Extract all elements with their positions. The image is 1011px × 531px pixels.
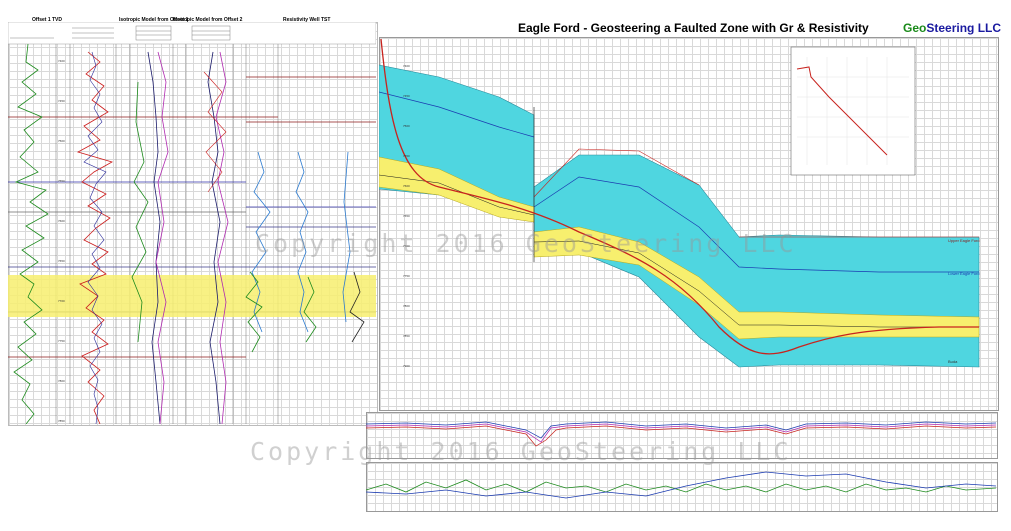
svg-text:7450: 7450 [58, 99, 65, 103]
bottom-strip-1 [366, 412, 998, 459]
track-title-model2: Isotropic Model from Offset 2 [173, 17, 243, 23]
svg-text:7700: 7700 [58, 299, 65, 303]
svg-text:7500: 7500 [403, 124, 410, 128]
svg-text:7800: 7800 [58, 379, 65, 383]
track-title-offset1: Offset 1 TVD [32, 17, 63, 23]
watermark-lower: Copyright 2016 GeoSteering LLC [250, 437, 792, 466]
svg-text:7900: 7900 [403, 364, 410, 368]
svg-text:7800: 7800 [403, 304, 410, 308]
svg-text:7750: 7750 [403, 274, 410, 278]
bottom-strip-2-curves [366, 471, 996, 499]
svg-text:7600: 7600 [403, 184, 410, 188]
svg-text:7500: 7500 [58, 139, 65, 143]
svg-text:7400: 7400 [403, 64, 410, 68]
brand-geo: Geo [903, 21, 927, 35]
svg-text:7400: 7400 [58, 59, 65, 63]
main-title: Eagle Ford - Geosteering a Faulted Zone … [518, 21, 869, 35]
svg-text:7700: 7700 [403, 244, 410, 248]
log-tracks: 7400 7450 7500 7550 7600 7650 7700 7750 7800 7… [8, 22, 376, 424]
svg-text:7450: 7450 [403, 94, 410, 98]
svg-text:7550: 7550 [403, 154, 410, 158]
label-buda: Buda [948, 359, 958, 364]
svg-text:7550: 7550 [58, 179, 65, 183]
svg-text:7650: 7650 [403, 214, 410, 218]
bottom-strip-1-curves [366, 421, 996, 447]
svg-text:7850: 7850 [403, 334, 410, 338]
watermark-upper: Copyright 2016 GeoSteering LLC [255, 229, 797, 258]
svg-text:7750: 7750 [58, 339, 65, 343]
label-upper-eagle-ford: Upper Eagle Ford [948, 238, 980, 243]
brand-steering: Steering LLC [926, 21, 1002, 35]
label-lower-eagle-ford: Lower Eagle Ford [948, 271, 980, 276]
svg-text:7600: 7600 [58, 219, 65, 223]
track-title-model1: Isotropic Model from Offset 1 [119, 17, 189, 23]
track-title-resistivity: Resistivity Well TST [283, 17, 331, 23]
brand-logo: GeoSteering LLC [903, 21, 1001, 35]
svg-text:7650: 7650 [58, 259, 65, 263]
svg-text:7850: 7850 [58, 419, 65, 423]
log-panel [8, 22, 378, 426]
cross-section: 7400 7450 7500 7550 7600 7650 7700 7750 7800 7… [379, 38, 980, 368]
